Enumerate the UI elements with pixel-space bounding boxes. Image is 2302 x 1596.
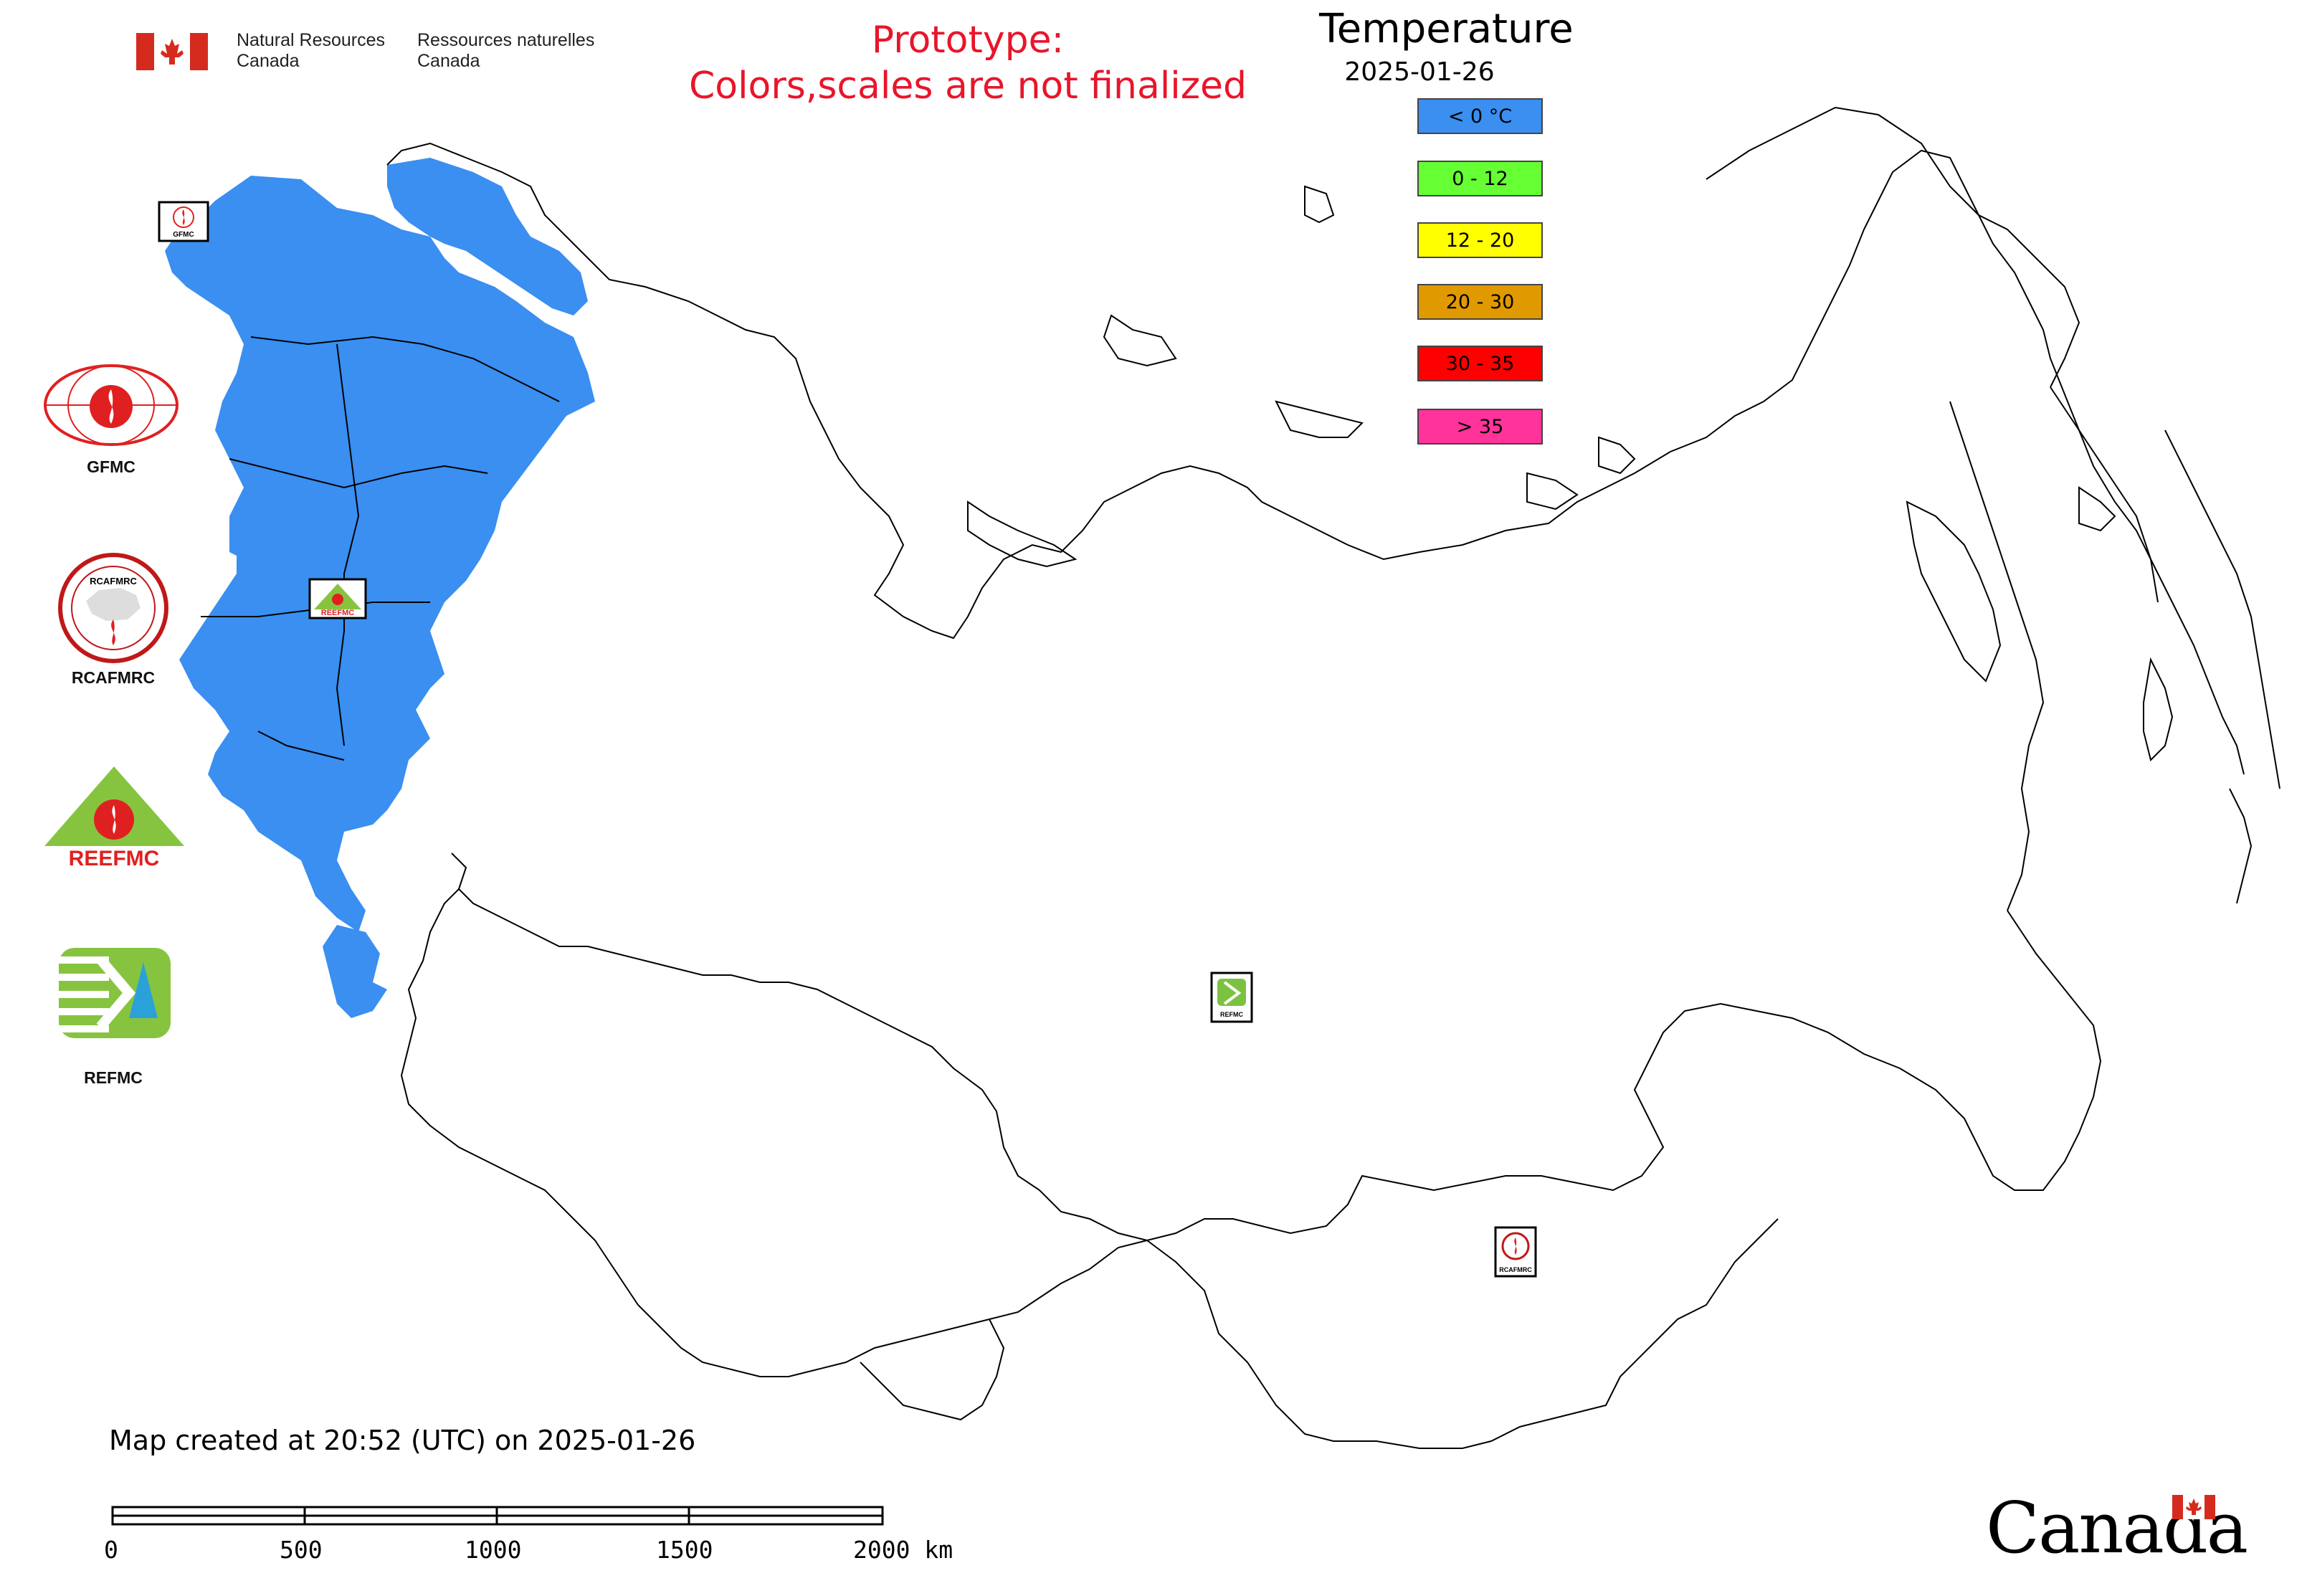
scale-label-500: 500 — [280, 1536, 323, 1564]
legend-label: < 0 °C — [1447, 105, 1513, 128]
legend-item-above-35: > 35 — [1417, 409, 1543, 445]
temperature-cold-region — [165, 158, 595, 1018]
reefmc-logo-text: REEFMC — [69, 847, 160, 870]
gfmc-logo-icon — [44, 364, 179, 446]
svg-text:RCAFMRC: RCAFMRC — [90, 576, 137, 586]
prototype-notice: Prototype: Colors,scales are not finaliz… — [645, 17, 1290, 109]
country-borders — [201, 106, 2280, 1449]
gov-en-line1: Natural Resources — [237, 30, 386, 50]
canada-flag-icon — [136, 33, 208, 70]
rcafmrc-logo-label: RCAFMRC — [71, 668, 156, 687]
scale-label-1500: 1500 — [656, 1536, 713, 1564]
legend-title: Temperature — [1319, 6, 1574, 52]
gfmc-marker-label: GFMC — [173, 231, 194, 239]
refmc-marker-label: REFMC — [1220, 1011, 1243, 1018]
gov-name-english: Natural Resources Canada — [237, 30, 385, 72]
prototype-line2: Colors,scales are not finalized — [688, 65, 1247, 108]
prototype-line1: Prototype: — [871, 19, 1065, 62]
legend-item-below-zero: < 0 °C — [1417, 98, 1543, 134]
reefmc-marker-label: REEFMC — [321, 609, 355, 617]
legend-label: 20 - 30 — [1445, 290, 1515, 313]
legend-item-12-20: 12 - 20 — [1417, 222, 1543, 258]
rcafmrc-marker[interactable]: RCAFMRC — [1494, 1226, 1537, 1278]
scale-label-1000: 1000 — [465, 1536, 522, 1564]
government-signature: Natural Resources Canada Ressources natu… — [136, 27, 609, 77]
legend-item-0-12: 0 - 12 — [1417, 161, 1543, 196]
legend-item-20-30: 20 - 30 — [1417, 284, 1543, 320]
refmc-logo-icon — [59, 948, 171, 1038]
rcafmrc-logo-icon: RCAFMRC — [58, 553, 168, 663]
gov-fr-line1: Ressources naturelles — [417, 30, 595, 50]
map-created-timestamp: Map created at 20:52 (UTC) on 2025-01-26 — [109, 1425, 696, 1456]
scale-label-2000km: 2000 km — [853, 1536, 953, 1564]
legend-label: 12 - 20 — [1445, 229, 1515, 252]
reefmc-logo-icon: REEFMC — [44, 766, 184, 870]
scale-label-0: 0 — [104, 1536, 118, 1564]
scale-bar — [111, 1506, 884, 1526]
gov-name-french: Ressources naturelles Canada — [417, 30, 594, 72]
reefmc-marker[interactable]: REEFMC — [308, 578, 367, 619]
wordmark-flag-icon — [2172, 1495, 2215, 1519]
gov-fr-line2: Canada — [417, 51, 480, 71]
refmc-logo-label: REFMC — [84, 1068, 143, 1087]
refmc-marker[interactable]: REFMC — [1210, 972, 1253, 1023]
legend-label: 30 - 35 — [1445, 352, 1515, 375]
rcafmrc-marker-label: RCAFMRC — [1499, 1266, 1532, 1273]
gfmc-marker[interactable]: GFMC — [158, 201, 209, 242]
legend-item-30-35: 30 - 35 — [1417, 346, 1543, 381]
gfmc-logo-label: GFMC — [87, 457, 135, 476]
legend-label: 0 - 12 — [1452, 167, 1508, 190]
legend-date: 2025-01-26 — [1344, 57, 1495, 87]
gov-en-line2: Canada — [237, 51, 300, 71]
legend-label: > 35 — [1456, 415, 1504, 438]
